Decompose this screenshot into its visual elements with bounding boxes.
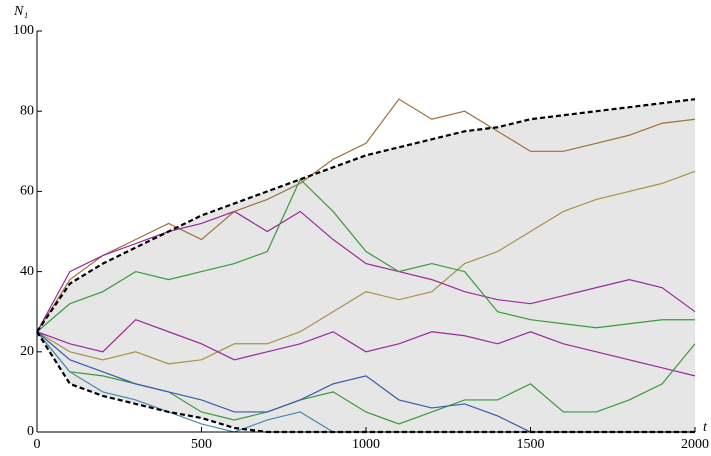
series-line bbox=[36, 98, 696, 333]
y-axis-label: N₁ bbox=[13, 4, 28, 19]
series-line bbox=[36, 210, 696, 333]
y-tick-label: 20 bbox=[20, 344, 34, 359]
y-tick-label: 40 bbox=[20, 264, 34, 279]
y-tick-label: 80 bbox=[20, 103, 34, 118]
x-tick-label: 2000 bbox=[681, 437, 709, 452]
series-line bbox=[36, 319, 696, 377]
x-tick-label: 1000 bbox=[352, 437, 380, 452]
series-line bbox=[36, 178, 695, 333]
series-line bbox=[36, 331, 366, 433]
x-tick-label: 0 bbox=[34, 437, 41, 452]
x-axis-label: t bbox=[703, 420, 708, 435]
y-tick-label: 0 bbox=[27, 424, 34, 439]
y-tick-label: 100 bbox=[13, 23, 34, 38]
x-tick-label: 500 bbox=[191, 437, 212, 452]
y-tick-label: 60 bbox=[20, 184, 34, 199]
series-line bbox=[36, 170, 696, 365]
envelope-fill bbox=[37, 99, 695, 433]
x-tick-label: 1500 bbox=[517, 437, 545, 452]
envelope-upper bbox=[36, 98, 696, 333]
